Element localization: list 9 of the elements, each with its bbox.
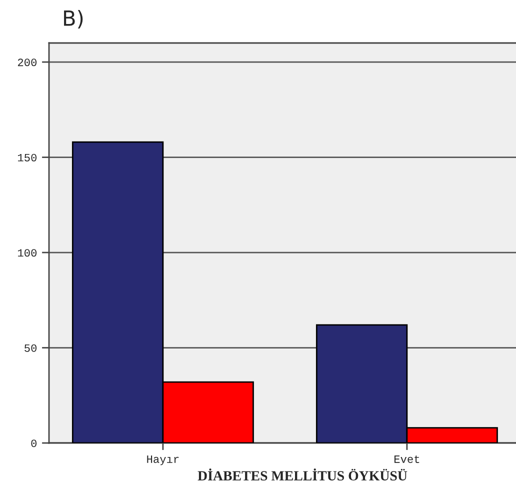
y-tick-label: 100 (18, 249, 37, 257)
y-tick-label: 0 (31, 440, 37, 448)
y-tick-label: 150 (18, 154, 37, 162)
chart-title: B) (64, 10, 83, 28)
x-axis-title: DİABETES MELLİTUS ÖYKÜSÜ (198, 468, 408, 480)
y-tick-label: 50 (24, 344, 37, 352)
x-tick-label: Evet (394, 455, 420, 463)
y-tick-label: 200 (18, 58, 37, 66)
x-tick-label: Hayır (147, 456, 179, 466)
